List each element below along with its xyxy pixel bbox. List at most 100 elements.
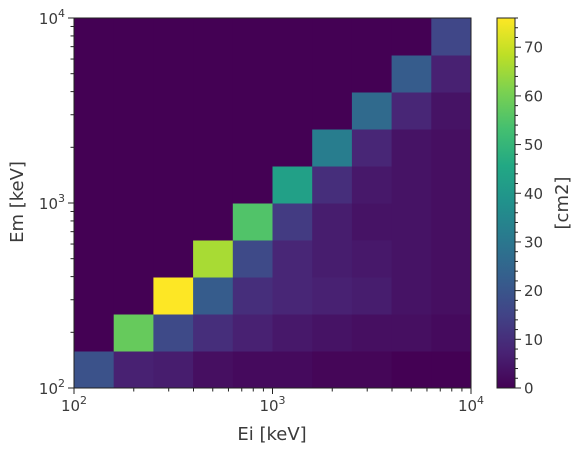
heatmap-cell	[312, 314, 353, 352]
heatmap-cell	[312, 277, 353, 315]
heatmap-cell	[312, 55, 353, 93]
heatmap-cell	[351, 92, 393, 130]
heatmap-cell	[193, 55, 234, 93]
heatmap-cell	[193, 92, 234, 130]
heatmap-cell	[232, 277, 273, 315]
heatmap-cell	[113, 92, 154, 130]
heatmap-cell	[232, 314, 273, 352]
heatmap-cell	[391, 55, 432, 93]
y-axis-ticks: 102 103 104	[39, 7, 74, 398]
heatmap-cell	[391, 18, 432, 56]
colorbar-tick-label: 60	[524, 87, 543, 105]
heatmap-cell	[391, 129, 432, 167]
heatmap-cell	[391, 277, 432, 315]
heatmap-cell	[193, 129, 234, 167]
x-tick-label: 102	[61, 394, 87, 415]
y-tick-label: 103	[39, 192, 65, 213]
heatmap-cell	[193, 314, 234, 352]
heatmap-cell	[153, 277, 194, 315]
colorbar-tick-label: 50	[524, 136, 543, 154]
heatmap-cell	[272, 55, 313, 93]
heatmap-cell	[153, 314, 194, 352]
heatmap-cell	[272, 166, 313, 204]
heatmap-cell	[232, 351, 273, 389]
heatmap-cell	[113, 277, 154, 315]
heatmap-cell	[272, 351, 313, 389]
heatmap-cell	[74, 277, 115, 315]
colorbar-label: [cm2]	[552, 177, 573, 230]
heatmap-cell	[351, 314, 393, 352]
colorbar-tick-label: 0	[524, 380, 534, 398]
heatmap-cell	[113, 203, 154, 241]
heatmap-cell	[391, 314, 432, 352]
heatmap-cell	[431, 240, 472, 278]
heatmap-cell	[74, 314, 115, 352]
heatmap-cell	[74, 129, 115, 167]
heatmap-cell	[153, 129, 194, 167]
heatmap-cell	[232, 55, 273, 93]
heatmap-cell	[351, 55, 393, 93]
heatmap-cell	[272, 18, 313, 56]
heatmap-cell	[193, 166, 234, 204]
heatmap-cell	[351, 277, 393, 315]
heatmap-cell	[431, 55, 472, 93]
heatmap-cell	[232, 129, 273, 167]
heatmap-cell	[113, 55, 154, 93]
heatmap-cell	[153, 18, 194, 56]
heatmap-cell	[113, 166, 154, 204]
x-axis-ticks: 102 103 104	[61, 388, 484, 415]
heatmap-cell	[74, 166, 115, 204]
colorbar-tick-label: 30	[524, 233, 543, 251]
x-tick-label: 103	[259, 394, 285, 415]
heatmap-cell	[153, 351, 194, 389]
heatmap-cell	[232, 240, 273, 278]
heatmap-cell	[113, 314, 154, 352]
heatmap-cell	[74, 18, 115, 56]
heatmap-cell	[351, 240, 393, 278]
heatmap-cell	[312, 351, 353, 389]
heatmap-cells	[74, 18, 472, 389]
heatmap-cell	[113, 18, 154, 56]
heatmap-cell	[153, 55, 194, 93]
heatmap-cell	[431, 351, 472, 389]
heatmap-cell	[391, 92, 432, 130]
heatmap-cell	[113, 351, 154, 389]
heatmap-cell	[272, 240, 313, 278]
heatmap-cell	[232, 92, 273, 130]
heatmap-cell	[431, 314, 472, 352]
heatmap-cell	[272, 129, 313, 167]
colorbar-tick-label: 40	[524, 185, 543, 203]
heatmap-cell	[272, 277, 313, 315]
heatmap-cell	[431, 92, 472, 130]
heatmap-cell	[431, 166, 472, 204]
heatmap-cell	[232, 18, 273, 56]
x-tick-label: 104	[458, 394, 484, 415]
y-tick-label: 104	[39, 7, 65, 28]
heatmap-cell	[312, 203, 353, 241]
heatmap-cell	[232, 203, 273, 241]
colorbar-tick-label: 10	[524, 331, 543, 349]
colorbar	[496, 17, 516, 389]
heatmap-cell	[391, 203, 432, 241]
heatmap-cell	[153, 240, 194, 278]
heatmap-cell	[312, 129, 353, 167]
heatmap-cell	[74, 240, 115, 278]
heatmap-cell	[193, 351, 234, 389]
heatmap-cell	[312, 92, 353, 130]
heatmap-cell	[153, 166, 194, 204]
heatmap-cell	[193, 240, 234, 278]
heatmap-cell	[431, 18, 472, 56]
heatmap-cell	[74, 55, 115, 93]
y-axis-label: Em [keV]	[7, 161, 28, 243]
heatmap-cell	[431, 203, 472, 241]
colorbar-ticks: 0 10 20 30 40 50 60 70	[515, 17, 543, 398]
heatmap-cell	[153, 203, 194, 241]
heatmap-cell	[351, 203, 393, 241]
heatmap-cell	[312, 240, 353, 278]
heatmap-cell	[272, 92, 313, 130]
heatmap-cell	[193, 203, 234, 241]
heatmap-cell	[351, 166, 393, 204]
heatmap-cell	[74, 92, 115, 130]
heatmap-cell	[351, 129, 393, 167]
